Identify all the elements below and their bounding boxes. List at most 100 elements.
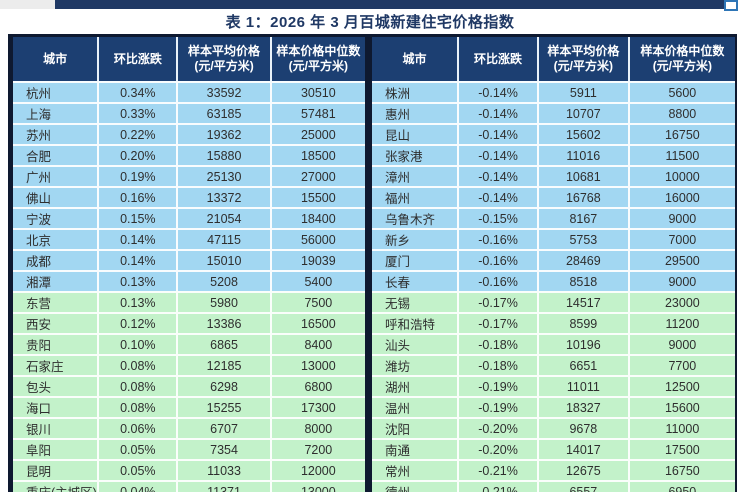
median-price-cell: 30510 xyxy=(271,81,365,102)
median-price-cell: 12000 xyxy=(271,459,365,480)
table-row: 南通 -0.20% 14017 17500 xyxy=(372,438,735,459)
avg-price-cell: 7354 xyxy=(178,438,272,459)
change-cell: 0.15% xyxy=(99,207,179,228)
table-row: 阜阳 0.05% 7354 7200 xyxy=(13,438,365,459)
col-header-median-line1: 样本价格中位数 xyxy=(276,44,361,58)
col-header-median-price: 样本价格中位数 (元/平方米) xyxy=(271,37,365,81)
change-cell: 0.13% xyxy=(99,270,179,291)
change-cell: -0.15% xyxy=(459,207,539,228)
change-cell: 0.22% xyxy=(99,123,179,144)
col-header-median-line1: 样本价格中位数 xyxy=(640,44,725,58)
median-price-cell: 9000 xyxy=(629,207,735,228)
avg-price-cell: 21054 xyxy=(178,207,272,228)
col-header-avg-price: 样本平均价格 (元/平方米) xyxy=(178,37,272,81)
city-cell: 张家港 xyxy=(372,144,460,165)
table-divider xyxy=(365,37,372,492)
median-price-cell: 25000 xyxy=(271,123,365,144)
col-header-avg-line2: (元/平方米) xyxy=(553,59,613,73)
change-cell: -0.21% xyxy=(459,459,539,480)
change-cell: 0.05% xyxy=(99,438,179,459)
city-cell: 海口 xyxy=(13,396,100,417)
avg-price-cell: 15880 xyxy=(178,144,272,165)
city-cell: 苏州 xyxy=(13,123,100,144)
change-cell: 0.08% xyxy=(99,354,179,375)
city-cell: 成都 xyxy=(13,249,100,270)
change-cell: -0.17% xyxy=(459,312,539,333)
change-cell: 0.19% xyxy=(99,165,179,186)
col-header-median-line2: (元/平方米) xyxy=(288,59,348,73)
city-cell: 常州 xyxy=(372,459,460,480)
table-row: 包头 0.08% 6298 6800 xyxy=(13,375,365,396)
avg-price-cell: 8518 xyxy=(538,270,630,291)
change-cell: 0.12% xyxy=(99,312,179,333)
avg-price-cell: 10196 xyxy=(538,333,630,354)
avg-price-cell: 25130 xyxy=(178,165,272,186)
table-row: 湖州 -0.19% 11011 12500 xyxy=(372,375,735,396)
table-row: 广州 0.19% 25130 27000 xyxy=(13,165,365,186)
median-price-cell: 18500 xyxy=(271,144,365,165)
median-price-cell: 9000 xyxy=(629,333,735,354)
table-row: 株洲 -0.14% 5911 5600 xyxy=(372,81,735,102)
city-cell: 包头 xyxy=(13,375,100,396)
table-row: 惠州 -0.14% 10707 8800 xyxy=(372,102,735,123)
median-price-cell: 7700 xyxy=(629,354,735,375)
change-cell: -0.14% xyxy=(459,144,539,165)
avg-price-cell: 33592 xyxy=(178,81,272,102)
city-cell: 新乡 xyxy=(372,228,460,249)
change-cell: -0.20% xyxy=(459,417,539,438)
median-price-cell: 6800 xyxy=(271,375,365,396)
change-cell: -0.14% xyxy=(459,81,539,102)
median-price-cell: 23000 xyxy=(629,291,735,312)
change-cell: 0.14% xyxy=(99,249,179,270)
change-cell: -0.14% xyxy=(459,186,539,207)
city-cell: 乌鲁木齐 xyxy=(372,207,460,228)
change-cell: 0.05% xyxy=(99,459,179,480)
median-price-cell: 7500 xyxy=(271,291,365,312)
change-cell: -0.17% xyxy=(459,291,539,312)
change-cell: 0.34% xyxy=(99,81,179,102)
col-header-median-price: 样本价格中位数 (元/平方米) xyxy=(629,37,735,81)
table-row: 常州 -0.21% 12675 16750 xyxy=(372,459,735,480)
change-cell: -0.18% xyxy=(459,333,539,354)
avg-price-cell: 11371 xyxy=(178,480,272,492)
table-row: 苏州 0.22% 19362 25000 xyxy=(13,123,365,144)
median-price-cell: 18400 xyxy=(271,207,365,228)
avg-price-cell: 15602 xyxy=(538,123,630,144)
avg-price-cell: 11016 xyxy=(538,144,630,165)
table-row: 昆山 -0.14% 15602 16750 xyxy=(372,123,735,144)
change-cell: -0.21% xyxy=(459,480,539,492)
avg-price-cell: 16768 xyxy=(538,186,630,207)
median-price-cell: 56000 xyxy=(271,228,365,249)
change-cell: -0.16% xyxy=(459,270,539,291)
median-price-cell: 16750 xyxy=(629,123,735,144)
median-price-cell: 13000 xyxy=(271,354,365,375)
table-row: 福州 -0.14% 16768 16000 xyxy=(372,186,735,207)
change-cell: 0.06% xyxy=(99,417,179,438)
avg-price-cell: 28469 xyxy=(538,249,630,270)
table-row: 佛山 0.16% 13372 15500 xyxy=(13,186,365,207)
median-price-cell: 8800 xyxy=(629,102,735,123)
city-cell: 昆明 xyxy=(13,459,100,480)
table-row: 温州 -0.19% 18327 15600 xyxy=(372,396,735,417)
city-cell: 西安 xyxy=(13,312,100,333)
avg-price-cell: 6707 xyxy=(178,417,272,438)
city-cell: 沈阳 xyxy=(372,417,460,438)
avg-price-cell: 19362 xyxy=(178,123,272,144)
header-row: 城市 环比涨跌 样本平均价格 (元/平方米) 样本价格中位数 (元/平方米) xyxy=(372,37,735,81)
city-cell: 杭州 xyxy=(13,81,100,102)
avg-price-cell: 13386 xyxy=(178,312,272,333)
median-price-cell: 11000 xyxy=(629,417,735,438)
change-cell: 0.04% xyxy=(99,480,179,492)
table-row: 乌鲁木齐 -0.15% 8167 9000 xyxy=(372,207,735,228)
avg-price-cell: 6651 xyxy=(538,354,630,375)
table-row: 无锡 -0.17% 14517 23000 xyxy=(372,291,735,312)
change-cell: -0.14% xyxy=(459,165,539,186)
median-price-cell: 11500 xyxy=(629,144,735,165)
median-price-cell: 12500 xyxy=(629,375,735,396)
median-price-cell: 29500 xyxy=(629,249,735,270)
avg-price-cell: 5753 xyxy=(538,228,630,249)
avg-price-cell: 5980 xyxy=(178,291,272,312)
city-cell: 重庆(主城区) xyxy=(13,480,100,492)
